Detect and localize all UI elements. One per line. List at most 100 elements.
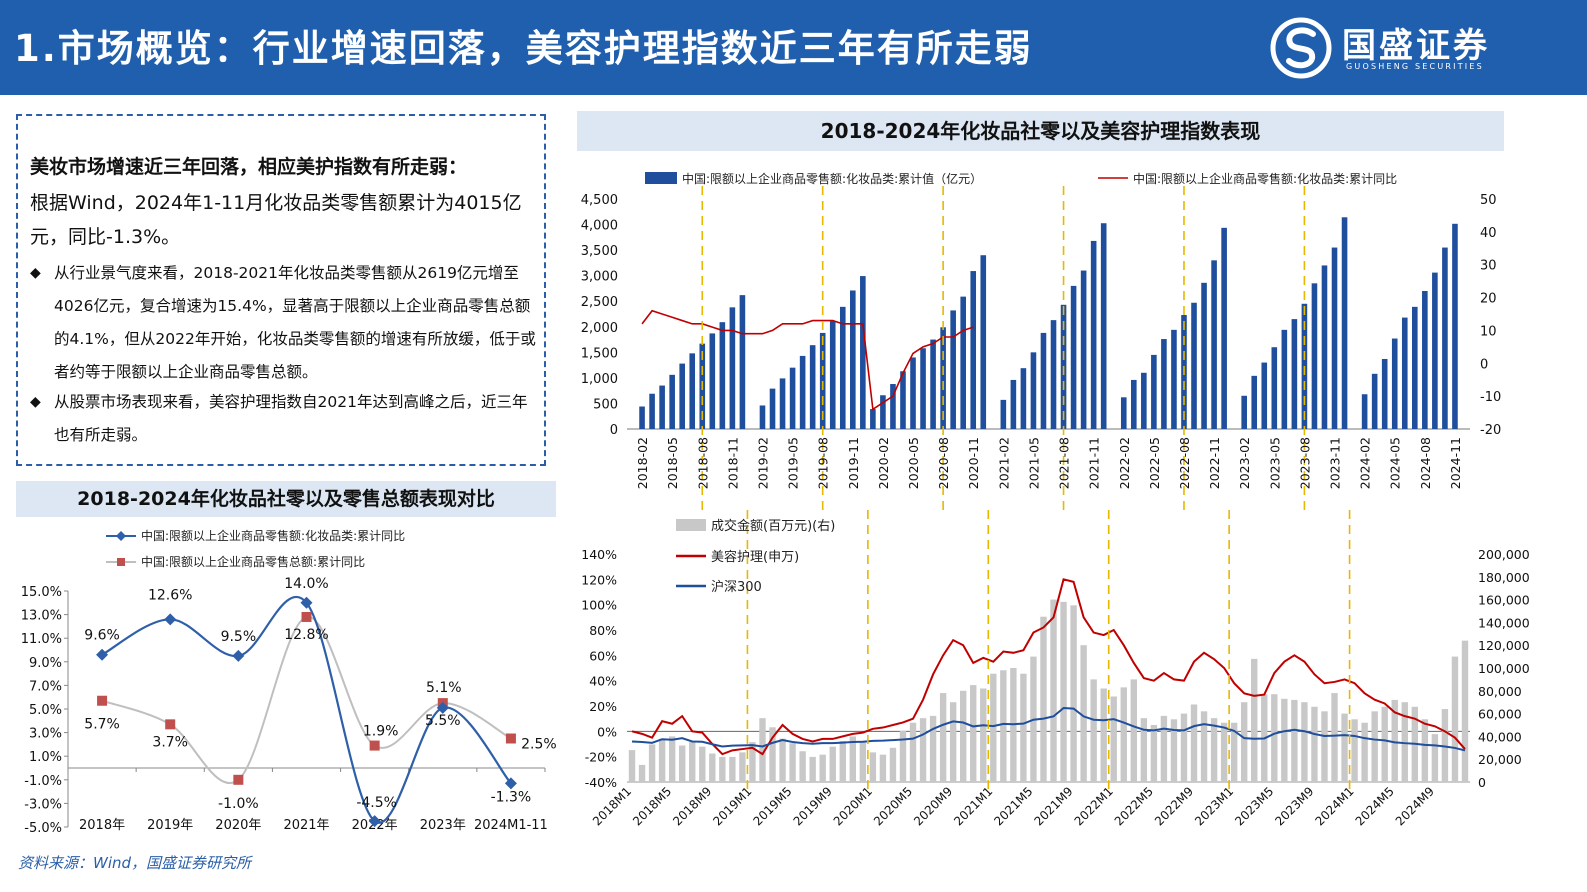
turnover-bar <box>1461 640 1469 782</box>
right-y-tick-label: 160,000 <box>1478 593 1530 608</box>
left-y-tick-label: 2,500 <box>581 295 618 310</box>
total-retail-data-label: 2.5% <box>521 737 557 753</box>
turnover-bar <box>1180 713 1188 782</box>
x-tick-label: 2018-11 <box>725 437 740 489</box>
sales-bar <box>1321 265 1328 429</box>
turnover-bar <box>859 742 867 782</box>
y-tick-label: 7.0% <box>29 679 62 694</box>
y-tick-label: 15.0% <box>21 585 62 600</box>
sales-bar <box>1010 379 1017 429</box>
turnover-bar <box>1080 645 1087 782</box>
turnover-bar <box>899 730 907 782</box>
left-y-tick-label: 3,000 <box>581 270 618 285</box>
turnover-bar <box>949 702 957 782</box>
x-tick-label: 2022M5 <box>1112 784 1156 828</box>
sales-bar <box>1391 338 1398 429</box>
legend-beauty-label: 美容护理(申万) <box>711 549 799 565</box>
sales-bar <box>850 290 856 429</box>
sales-bar <box>880 395 886 429</box>
right-chart-title: 2018-2024年化妆品社零以及美容护理指数表现 <box>577 111 1504 151</box>
sales-bar <box>1221 227 1227 429</box>
beauty-index-line <box>631 578 1466 756</box>
legend-total-label: 中国:限额以上企业商品零售总额:累计同比 <box>141 554 365 569</box>
right-y-tick-label: 30 <box>1480 259 1497 274</box>
turnover-bar <box>1321 711 1328 782</box>
sales-bar <box>1201 282 1207 429</box>
turnover-bar <box>769 727 776 782</box>
left-y-tick-label: 0 <box>610 423 618 438</box>
legend-cosmetics-marker <box>116 531 126 541</box>
sales-bar <box>1090 240 1097 429</box>
x-tick-label: 2021年 <box>283 818 329 833</box>
turnover-bar <box>1190 704 1198 782</box>
sales-bar <box>819 332 826 429</box>
turnover-bar <box>759 718 766 782</box>
right-y-tick-label: 40,000 <box>1478 729 1522 744</box>
right-y-tick-label: 0 <box>1480 357 1488 372</box>
sales-bar <box>870 409 876 429</box>
right-y-tick-label: 180,000 <box>1478 570 1530 585</box>
x-tick-label: 2024M5 <box>1353 784 1397 828</box>
sales-bar <box>1070 285 1077 429</box>
cosmetics-data-label: 9.6% <box>84 628 120 644</box>
x-tick-label: 2021M9 <box>1031 784 1075 828</box>
turnover-bar <box>1100 688 1107 782</box>
turnover-bar <box>939 693 947 782</box>
sales-bar <box>1291 319 1298 429</box>
turnover-bar <box>1110 696 1117 782</box>
sales-bar <box>950 310 956 429</box>
sales-bar <box>930 339 936 429</box>
turnover-bar <box>628 750 636 782</box>
bullet-text: 从股票市场表现来看，美容护理指数自2021年达到高峰之后，近三年也有所走弱。 <box>54 393 528 444</box>
sales-bar <box>709 333 716 429</box>
x-tick-label: 2023M1 <box>1192 784 1236 828</box>
turnover-bar <box>1230 722 1238 782</box>
x-tick-label: 2024-08 <box>1418 437 1433 489</box>
turnover-bar <box>839 740 846 782</box>
x-tick-label: 2020-05 <box>906 437 921 489</box>
sales-bar <box>1191 302 1197 429</box>
turnover-bar <box>719 756 726 782</box>
right-y-tick-label: 40 <box>1480 226 1497 241</box>
x-tick-label: 2021-08 <box>1057 437 1072 489</box>
sales-bar <box>659 385 665 429</box>
left-y-tick-label: 20% <box>589 699 617 714</box>
x-tick-label: 2019-05 <box>786 437 801 489</box>
right-y-tick-label: 20 <box>1480 292 1497 307</box>
turnover-bar <box>879 754 887 782</box>
turnover-bar <box>889 747 897 782</box>
turnover-bar <box>980 688 987 782</box>
x-tick-label: 2023-02 <box>1237 437 1252 489</box>
turnover-bar <box>1301 702 1308 782</box>
turnover-bar <box>1251 658 1258 782</box>
turnover-bar <box>849 736 857 782</box>
right-y-tick-label: 140,000 <box>1478 615 1530 630</box>
left-y-tick-label: 3,500 <box>581 244 618 259</box>
sales-bar <box>769 388 776 429</box>
x-tick-label: 2019M9 <box>791 784 835 828</box>
x-tick-label: 2024M1 <box>1312 784 1356 828</box>
turnover-bar <box>1240 702 1248 782</box>
turnover-bar <box>959 690 967 782</box>
sales-bar <box>860 276 866 429</box>
turnover-bar <box>1020 673 1027 782</box>
left-y-tick-label: 120% <box>581 572 617 587</box>
sales-bar <box>779 378 786 429</box>
turnover-bar <box>1150 725 1158 782</box>
turnover-bar <box>1220 722 1228 782</box>
sales-bar <box>1171 329 1177 429</box>
right-y-tick-label: -20 <box>1480 423 1501 438</box>
cosmetics-data-label: 5.1% <box>426 680 462 696</box>
turnover-bar <box>829 746 836 782</box>
sales-bar <box>649 393 655 429</box>
legend-total-marker <box>117 558 125 566</box>
turnover-bar <box>1311 706 1318 782</box>
right-y-tick-label: 200,000 <box>1478 547 1530 562</box>
sales-bar <box>1131 379 1137 429</box>
x-tick-label: 2021M1 <box>951 784 995 828</box>
y-tick-label: 1.0% <box>29 750 62 765</box>
sales-bar <box>940 327 946 429</box>
